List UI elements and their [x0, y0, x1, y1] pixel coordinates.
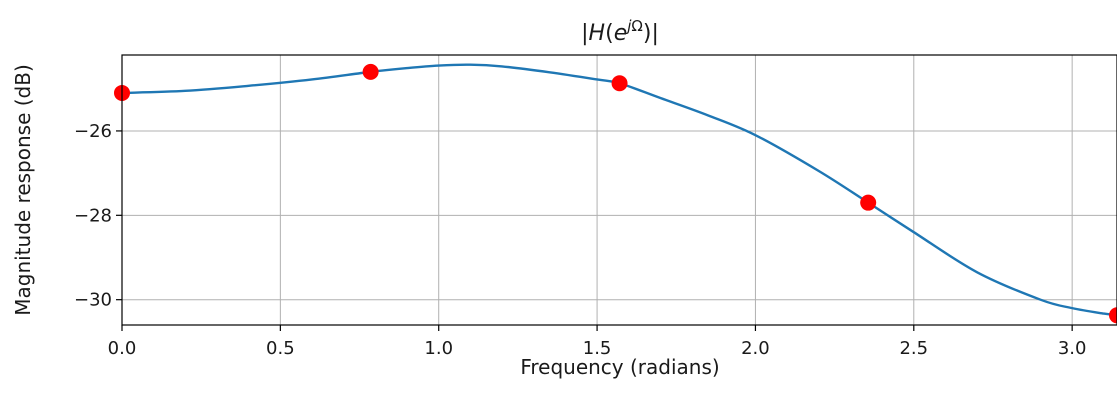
grid [121, 55, 1117, 325]
data-point [1109, 307, 1117, 324]
y-tick-label: −26 [74, 121, 112, 142]
marker-layer [114, 63, 1117, 324]
x-tick-label: 3.0 [1058, 338, 1087, 359]
plot-frame [121, 54, 1117, 326]
x-tick-label: 1.0 [424, 338, 453, 359]
series-layer [122, 63, 1117, 317]
data-point [860, 194, 877, 211]
y-tick-label: −30 [74, 290, 112, 311]
data-point [362, 63, 379, 80]
x-tick-label: 0.0 [108, 338, 137, 359]
x-axis-label: Frequency (radians) [520, 355, 719, 379]
x-tick-label: 0.5 [266, 338, 295, 359]
y-axis-label: Magnitude response (dB) [11, 64, 35, 316]
x-tick-label: 2.0 [741, 338, 770, 359]
series-line [122, 63, 1117, 317]
y-tick-label: −28 [74, 205, 112, 226]
x-tick-label: 2.5 [899, 338, 928, 359]
ticks: 0.0 0.5 1.0 1.5 2.0 2.5 3.0 −26 −28 −30 [74, 121, 1086, 359]
data-point [611, 75, 628, 92]
x-tick-label: 1.5 [583, 338, 612, 359]
chart-title: |H(ejΩ)| [581, 17, 659, 46]
